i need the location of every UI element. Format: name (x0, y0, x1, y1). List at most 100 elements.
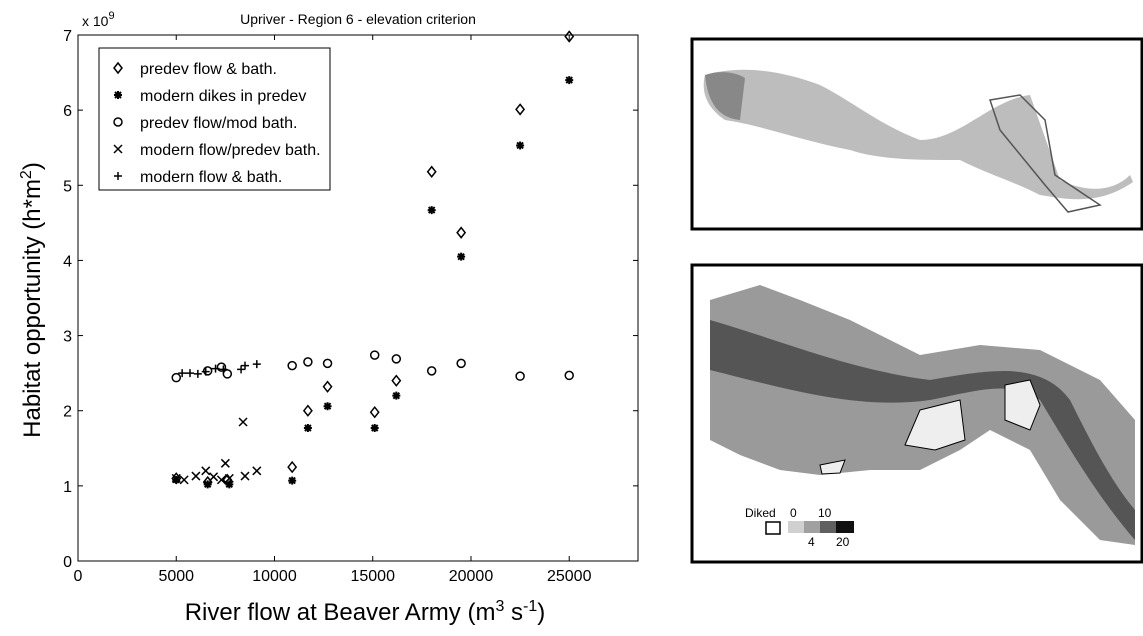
x-tick-label: 0 (74, 568, 83, 585)
data-point (225, 480, 234, 489)
legend-label: modern dikes in predev (140, 88, 306, 105)
data-point (303, 423, 312, 432)
data-point (209, 472, 219, 482)
y-multiplier: x 109 (82, 10, 115, 29)
x-tick-label: 25000 (547, 568, 592, 585)
x-axis-label: River flow at Beaver Army (m3 s-1) (185, 598, 546, 626)
map-diked (904, 399, 966, 451)
map-diked (1004, 379, 1041, 431)
data-point (201, 367, 210, 376)
data-point (302, 404, 313, 417)
data-point (252, 360, 261, 369)
y-tick-label: 1 (63, 479, 72, 496)
data-point (172, 475, 181, 484)
map-legend-swatch (820, 521, 836, 533)
map-legend-swatch (836, 521, 854, 533)
data-point (171, 473, 181, 483)
data-point (516, 141, 525, 150)
data-point (369, 406, 380, 419)
y-tick-label: 5 (63, 178, 72, 195)
map-frame (690, 37, 1143, 231)
map-legend-swatch (804, 521, 820, 533)
data-point (219, 365, 228, 374)
map-diked (819, 459, 846, 475)
data-point (203, 480, 212, 489)
data-point (202, 366, 213, 376)
data-point (323, 402, 332, 411)
data-point (179, 475, 189, 485)
data-point (241, 361, 250, 370)
data-point (238, 417, 248, 427)
data-point (237, 365, 246, 374)
legend-marker (113, 144, 123, 154)
legend-marker (114, 91, 122, 99)
map-channel (710, 320, 1135, 540)
x-tick-label: 5000 (158, 568, 194, 585)
data-point (216, 475, 226, 485)
y-tick-label: 0 (63, 554, 72, 571)
data-point (565, 76, 574, 85)
data-point (303, 357, 313, 367)
data-point (216, 362, 227, 372)
data-point (456, 358, 466, 369)
data-point (193, 369, 202, 378)
data-point (515, 371, 525, 381)
data-point (391, 354, 402, 364)
data-point (288, 476, 297, 485)
data-point (564, 370, 574, 381)
data-point (178, 369, 187, 378)
data-point (171, 372, 181, 383)
plot-frame (77, 34, 639, 562)
data-point (426, 165, 437, 178)
data-point (391, 374, 402, 387)
legend-label: predev flow & bath. (140, 61, 277, 78)
data-point (564, 30, 575, 43)
legend-marker (113, 61, 123, 75)
y-tick-label: 6 (63, 103, 72, 120)
legend-box (98, 47, 331, 191)
map-legend-label: 10 (818, 506, 832, 520)
data-point (322, 358, 333, 369)
legend-marker (113, 117, 123, 127)
y-axis-label: Habitat opportunity (h*m2) (18, 162, 46, 438)
legend-label: modern flow/predev bath. (140, 142, 321, 159)
data-point (515, 103, 526, 116)
map-river-deep (705, 72, 745, 120)
y-tick-label: 7 (63, 28, 72, 45)
data-point (252, 466, 262, 476)
map-region-outline (989, 94, 1102, 213)
data-point (426, 366, 437, 376)
map-river (703, 69, 1133, 200)
data-point (456, 226, 467, 239)
map-legend-swatch (788, 521, 804, 533)
data-point (220, 458, 230, 468)
map-legend-label: 0 (790, 506, 797, 520)
legend-label: modern flow & bath. (140, 169, 282, 186)
map-legend-swatch (765, 521, 781, 535)
data-point (287, 360, 297, 371)
data-point (322, 380, 333, 393)
data-point (222, 369, 233, 379)
data-point (186, 369, 194, 378)
data-point (457, 252, 466, 261)
map-legend-label: 20 (836, 535, 850, 549)
legend-marker (114, 172, 122, 180)
data-point (224, 473, 234, 483)
x-tick-label: 15000 (350, 568, 395, 585)
legend-label: predev flow/mod bath. (140, 115, 297, 132)
data-point (392, 391, 401, 400)
y-tick-label: 2 (63, 404, 72, 421)
data-point (287, 460, 298, 474)
data-point (191, 471, 201, 481)
data-point (427, 206, 436, 215)
data-point (369, 350, 380, 360)
map-legend-title: Diked (745, 506, 776, 520)
data-point (240, 471, 250, 481)
map-legend-label: 4 (808, 535, 815, 549)
x-tick-label: 20000 (449, 568, 494, 585)
data-point (201, 466, 211, 476)
x-tick-label: 10000 (252, 568, 297, 585)
y-tick-label: 4 (63, 253, 72, 270)
y-tick-label: 3 (63, 329, 72, 346)
